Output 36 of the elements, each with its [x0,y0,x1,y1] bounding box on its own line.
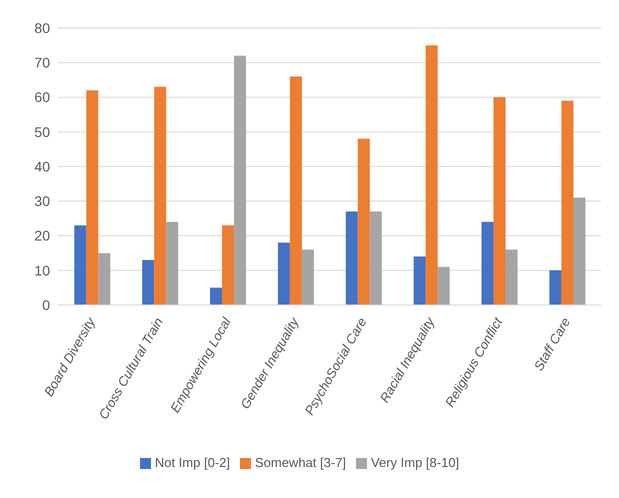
bar [166,222,178,305]
bar [98,253,110,305]
y-tick-label: 10 [34,262,50,278]
y-tick-label: 0 [42,296,50,313]
bar [506,250,518,305]
bar [234,56,246,305]
bar [358,138,370,305]
bar [210,288,222,305]
y-tick-label: 80 [34,20,50,36]
bar [549,270,562,305]
y-tick-label: 70 [34,54,50,71]
bar [426,45,438,305]
bar [482,222,494,305]
bar [142,260,154,305]
bar [414,256,426,305]
y-tick-label: 20 [34,228,50,244]
bar [370,212,382,305]
bar [278,242,290,305]
bar [346,212,358,305]
legend-label: Not Imp [0-2] [154,455,230,470]
bar [222,225,234,305]
y-tick-label: 50 [34,124,50,140]
y-tick-label: 60 [34,89,50,106]
bar [438,266,450,305]
bar [154,86,166,305]
bar [573,198,586,305]
legend-label: Very Imp [8-10] [371,455,460,470]
bar [86,90,98,305]
bar [74,225,86,305]
bar [561,100,574,305]
y-tick-label: 30 [34,193,50,210]
bar [494,97,506,305]
bar [290,76,302,305]
y-tick-label: 40 [34,158,50,174]
bar [302,250,314,305]
legend-label: Somewhat [3-7] [254,455,346,470]
